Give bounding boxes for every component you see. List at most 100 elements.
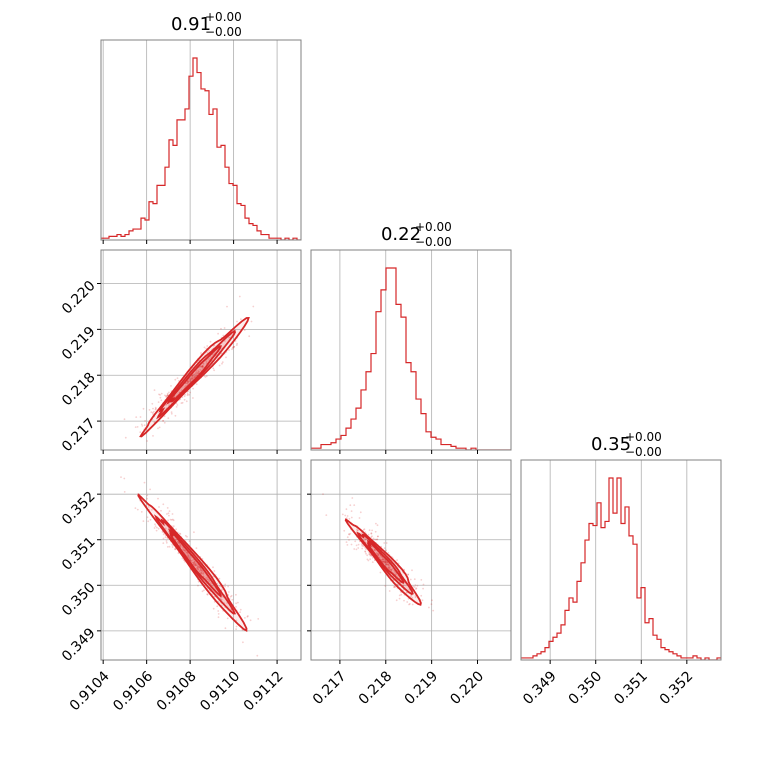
sample-point bbox=[184, 549, 186, 552]
sample-point bbox=[388, 568, 391, 570]
sample-point bbox=[198, 569, 201, 572]
sample-point bbox=[386, 562, 388, 565]
sample-point bbox=[160, 399, 163, 402]
sample-point bbox=[193, 376, 196, 378]
sample-point bbox=[159, 394, 162, 396]
sample-point bbox=[187, 380, 190, 382]
sample-point bbox=[192, 561, 195, 564]
sample-point bbox=[232, 346, 235, 349]
sample-point bbox=[194, 563, 197, 565]
sample-point bbox=[402, 589, 405, 591]
sample-point bbox=[224, 340, 226, 342]
sample-point bbox=[146, 516, 149, 519]
sample-point bbox=[422, 583, 425, 586]
sample-point bbox=[239, 611, 242, 613]
sample-point bbox=[395, 573, 397, 576]
x-tick-label: 0.350 bbox=[566, 668, 606, 708]
sample-point bbox=[235, 602, 238, 605]
sample-point bbox=[387, 566, 390, 569]
panel-title-lower-2: −0.00 bbox=[625, 445, 662, 459]
sample-point bbox=[194, 563, 196, 565]
sample-point bbox=[195, 563, 198, 566]
sample-point bbox=[385, 563, 388, 566]
sample-point bbox=[386, 563, 389, 566]
sample-point bbox=[202, 365, 204, 367]
sample-point bbox=[388, 565, 391, 567]
sample-point bbox=[411, 603, 414, 606]
sample-point bbox=[163, 421, 166, 424]
sample-point bbox=[192, 562, 195, 565]
sample-point bbox=[355, 548, 358, 551]
sample-point bbox=[388, 590, 391, 592]
x-tick-label: 0.219 bbox=[402, 668, 442, 708]
sample-point bbox=[187, 555, 189, 558]
sample-point bbox=[122, 472, 124, 474]
sample-point bbox=[168, 545, 171, 548]
sample-point bbox=[193, 531, 195, 534]
sample-point bbox=[192, 378, 195, 380]
sample-point bbox=[235, 606, 237, 608]
sample-point bbox=[199, 567, 202, 570]
sample-point bbox=[383, 542, 386, 544]
sample-point bbox=[384, 561, 387, 564]
sample-point bbox=[389, 566, 392, 569]
sample-point bbox=[140, 511, 143, 513]
sample-point bbox=[246, 615, 249, 618]
sample-point bbox=[415, 587, 418, 590]
contour-level bbox=[166, 345, 223, 405]
y-tick-label: 0.352 bbox=[59, 489, 99, 529]
sample-point bbox=[386, 563, 389, 566]
sample-point bbox=[370, 532, 373, 535]
sample-point bbox=[348, 517, 351, 520]
contour-level bbox=[139, 316, 250, 438]
histogram-1 bbox=[311, 267, 511, 450]
panel-1-1: 0.22+0.00−0.00 bbox=[310, 220, 512, 454]
x-tick-label: 0.9112 bbox=[241, 668, 287, 714]
sample-point bbox=[236, 342, 239, 345]
sample-point bbox=[341, 513, 344, 516]
sample-point bbox=[408, 603, 410, 606]
sample-point bbox=[252, 305, 255, 308]
sample-point bbox=[382, 560, 384, 563]
sample-point bbox=[195, 371, 198, 373]
histogram-0 bbox=[101, 57, 301, 240]
sample-point bbox=[185, 551, 188, 554]
sample-point bbox=[348, 539, 350, 541]
x-tick-label: 0.352 bbox=[657, 668, 697, 708]
sample-point bbox=[374, 549, 376, 552]
x-tick-label: 0.9110 bbox=[197, 668, 243, 714]
sample-point bbox=[367, 533, 370, 536]
sample-point bbox=[197, 569, 199, 571]
panel-frame bbox=[100, 459, 302, 661]
sample-point bbox=[232, 345, 235, 348]
sample-point bbox=[220, 352, 223, 355]
sample-point bbox=[181, 557, 184, 560]
sample-point bbox=[170, 519, 173, 521]
sample-point bbox=[155, 407, 157, 410]
sample-point bbox=[141, 425, 144, 427]
sample-point bbox=[230, 594, 233, 597]
sample-point bbox=[170, 385, 172, 387]
sample-point bbox=[384, 585, 387, 587]
sample-point bbox=[221, 362, 223, 365]
sample-point bbox=[182, 548, 184, 550]
sample-point bbox=[172, 519, 175, 522]
sample-point bbox=[213, 570, 216, 572]
sample-point bbox=[157, 527, 160, 530]
sample-point bbox=[413, 578, 416, 581]
sample-point bbox=[407, 573, 410, 576]
sample-point bbox=[431, 599, 433, 602]
sample-point bbox=[185, 382, 188, 385]
sample-point bbox=[366, 554, 369, 557]
sample-point bbox=[240, 318, 242, 321]
sample-point bbox=[376, 553, 379, 555]
sample-point bbox=[430, 603, 433, 606]
y-tick-label: 0.350 bbox=[59, 580, 99, 620]
sample-point bbox=[187, 382, 190, 384]
sample-point bbox=[147, 520, 150, 523]
sample-point bbox=[222, 334, 225, 337]
sample-point bbox=[369, 554, 372, 557]
sample-point bbox=[191, 376, 194, 379]
sample-point bbox=[362, 545, 365, 547]
sample-point bbox=[421, 599, 424, 602]
